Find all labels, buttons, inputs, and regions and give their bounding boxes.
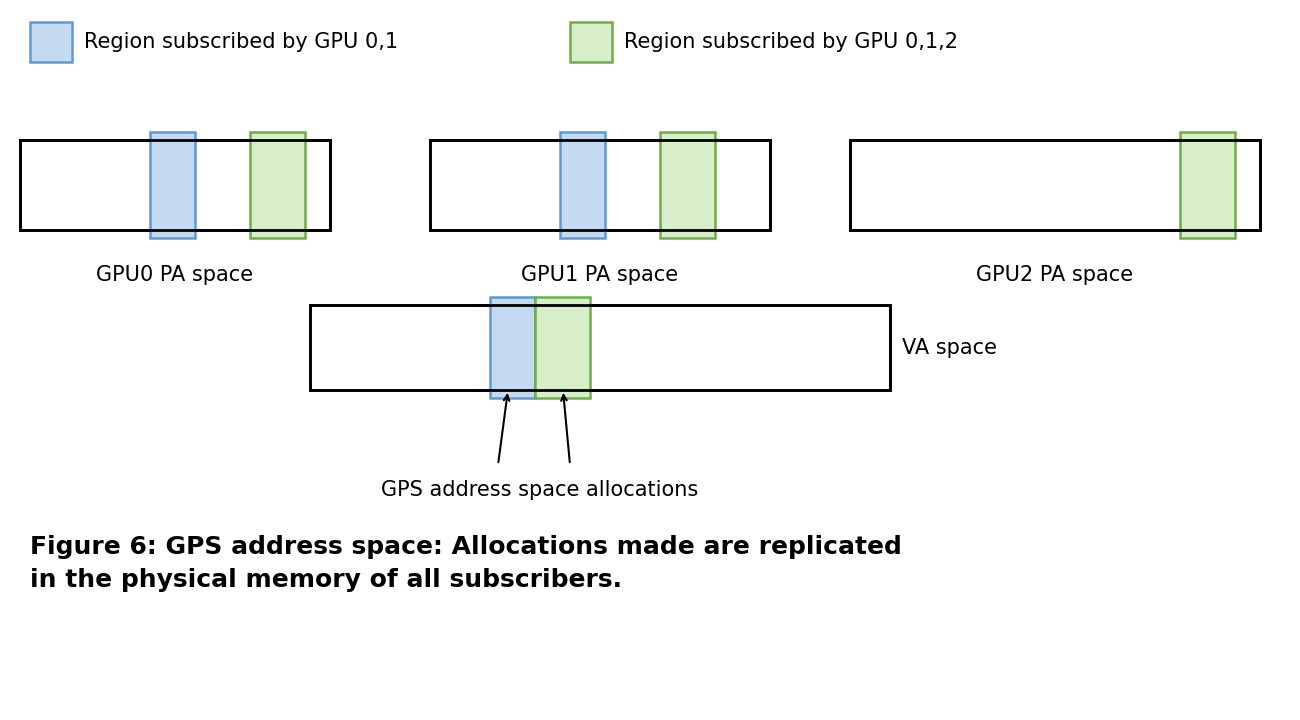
Bar: [430, 140, 770, 230]
Bar: [660, 132, 715, 238]
Bar: [20, 140, 330, 230]
Text: GPS address space allocations: GPS address space allocations: [381, 480, 698, 500]
Bar: [309, 305, 891, 390]
Text: Region subscribed by GPU 0,1,2: Region subscribed by GPU 0,1,2: [624, 32, 958, 52]
Bar: [560, 132, 604, 238]
Bar: [309, 305, 891, 390]
Text: Region subscribed by GPU 0,1: Region subscribed by GPU 0,1: [84, 32, 398, 52]
Bar: [250, 132, 306, 238]
Text: GPU2 PA space: GPU2 PA space: [976, 265, 1134, 285]
Bar: [490, 297, 536, 398]
Bar: [536, 297, 590, 398]
Bar: [850, 140, 1260, 230]
Bar: [1180, 132, 1235, 238]
Bar: [430, 140, 770, 230]
Bar: [30, 22, 72, 62]
Text: Figure 6: GPS address space: Allocations made are replicated
in the physical mem: Figure 6: GPS address space: Allocations…: [30, 535, 902, 593]
Bar: [850, 140, 1260, 230]
Bar: [569, 22, 612, 62]
Text: GPU0 PA space: GPU0 PA space: [96, 265, 254, 285]
Bar: [20, 140, 330, 230]
Text: VA space: VA space: [902, 338, 997, 358]
Bar: [150, 132, 195, 238]
Text: GPU1 PA space: GPU1 PA space: [521, 265, 679, 285]
